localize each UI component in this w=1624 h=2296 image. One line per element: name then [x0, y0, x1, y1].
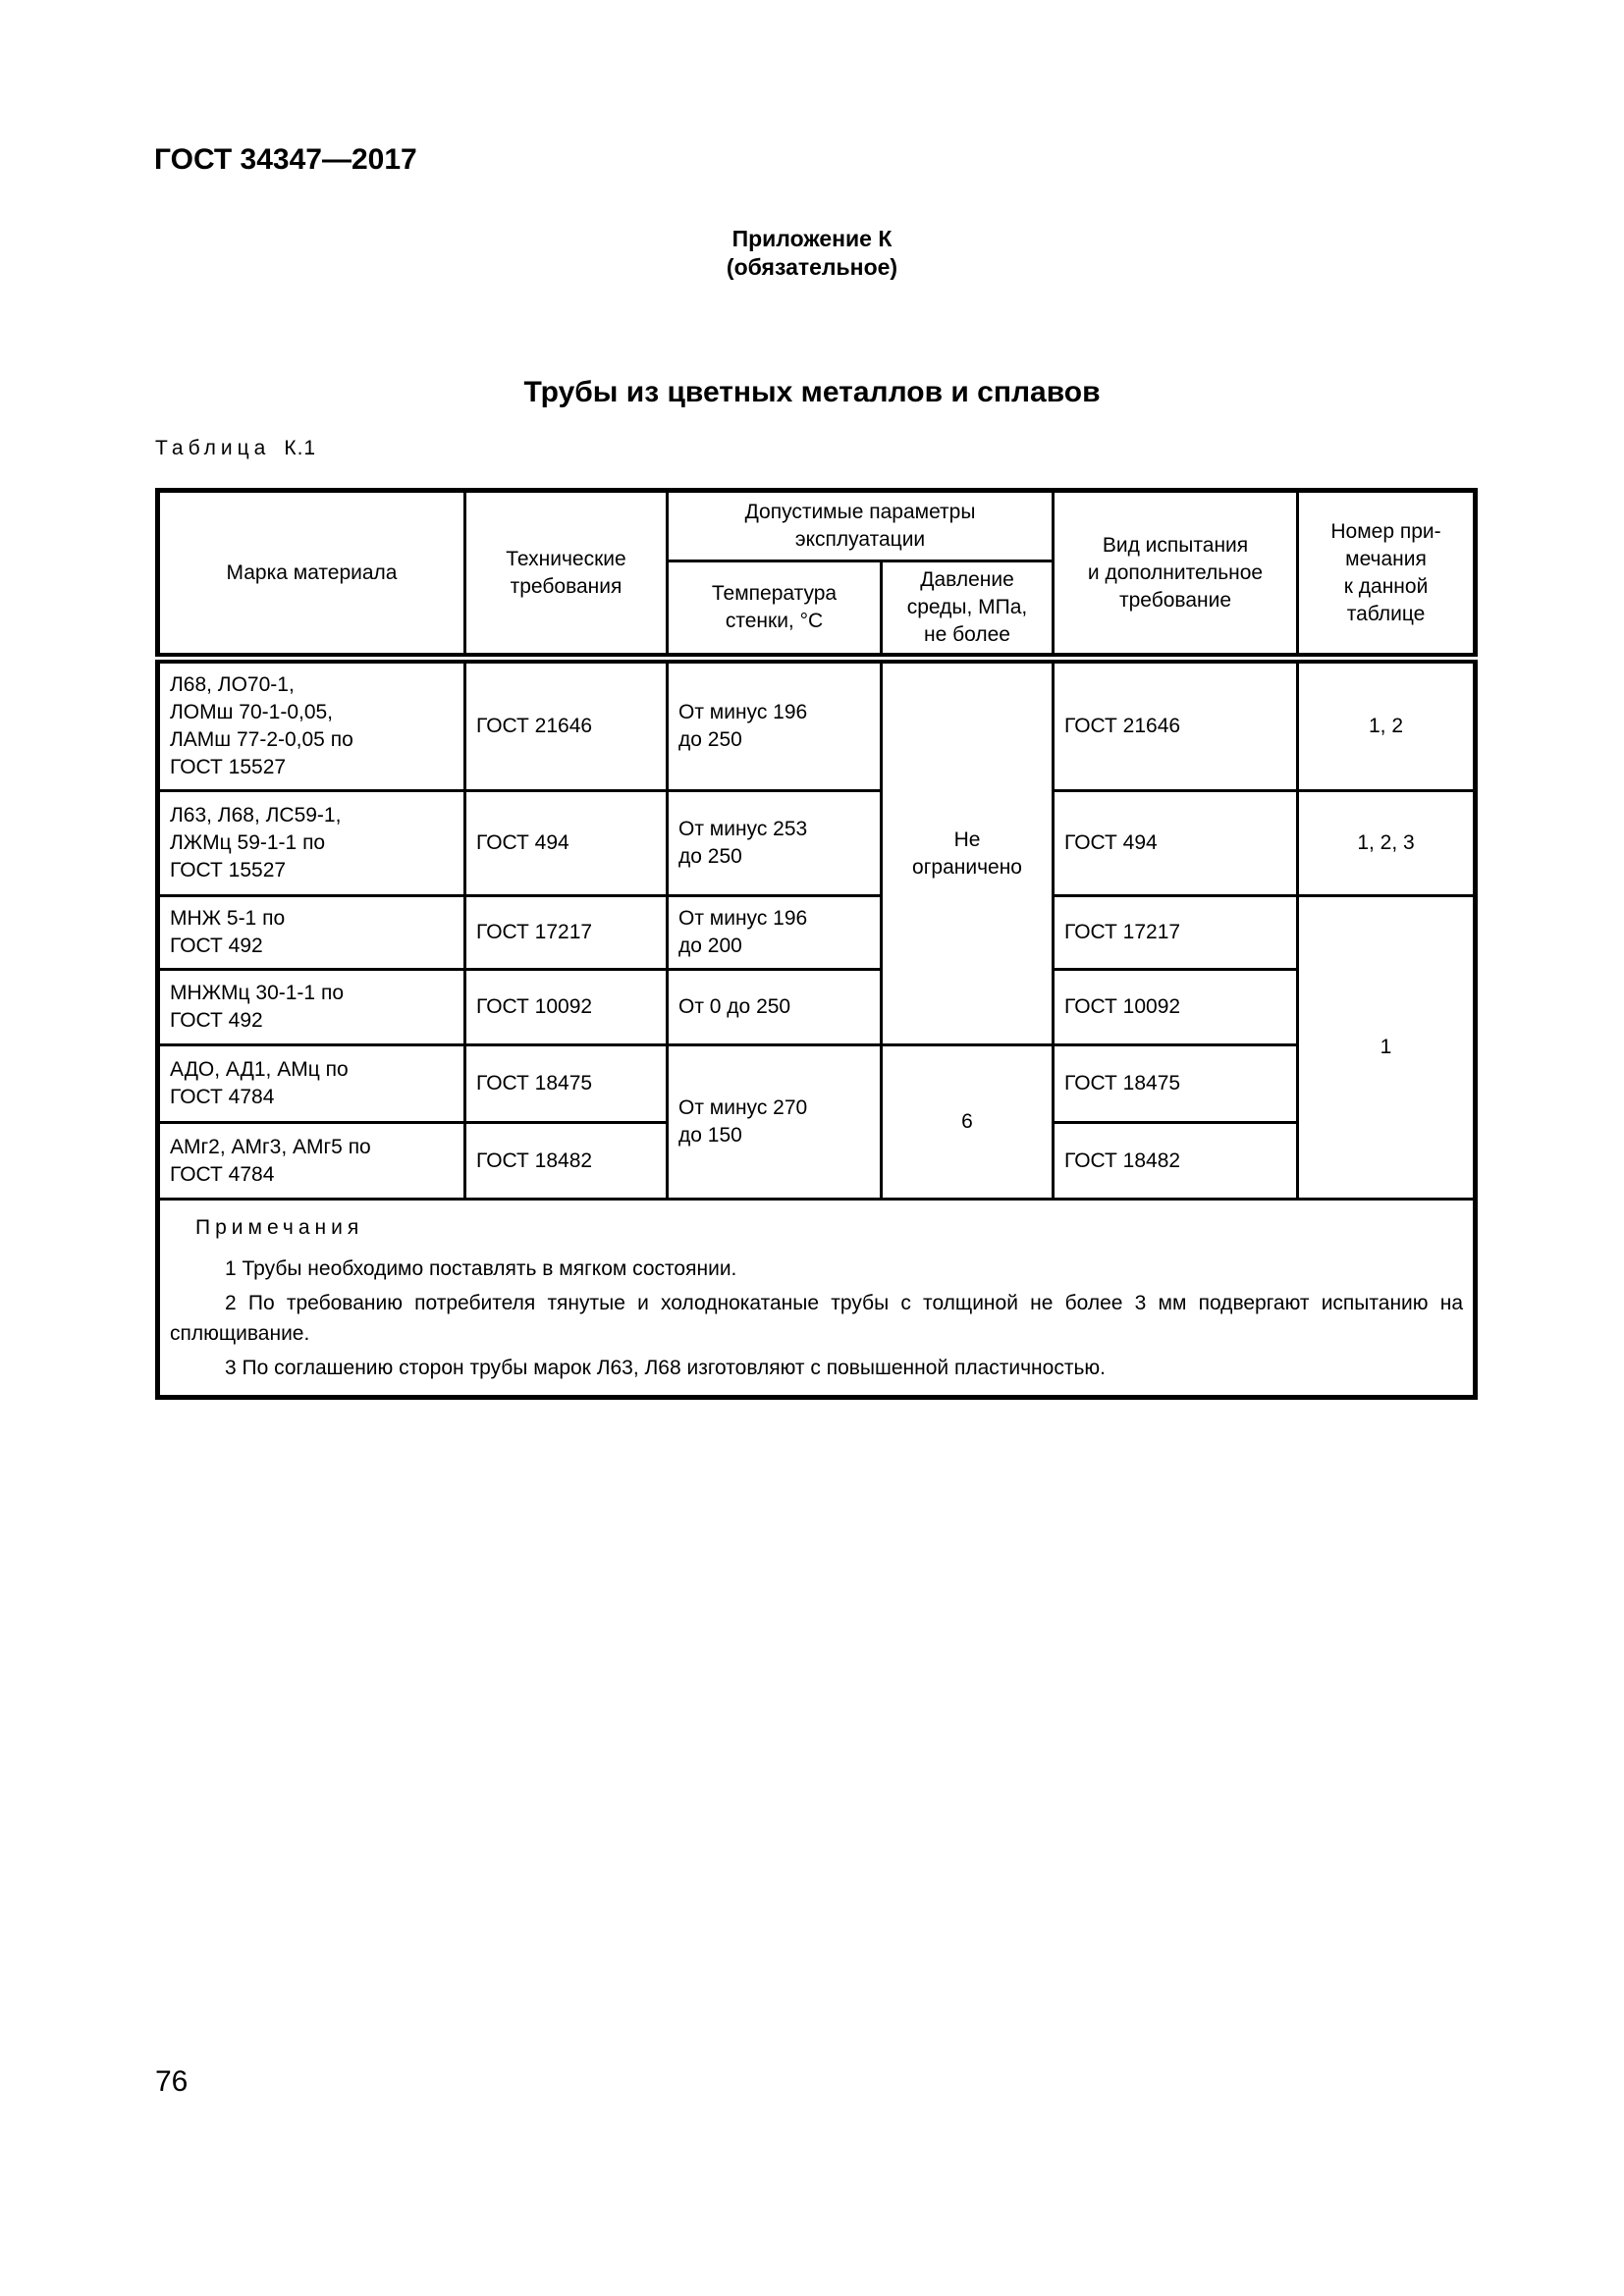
cell-temp-merged: От минус 270 до 150 — [666, 1043, 883, 1201]
notes-heading: Примечания — [195, 1216, 364, 1239]
annex-label: Приложение К — [731, 226, 893, 251]
cell-test-type: ГОСТ 17217 — [1052, 894, 1300, 971]
cell-test-type: ГОСТ 18475 — [1052, 1043, 1300, 1124]
table-body: Л68, ЛО70-1, ЛОМш 70-1-0,05, ЛАМш 77-2-0… — [155, 653, 1478, 1399]
cell-tech-req: ГОСТ 18482 — [463, 1121, 669, 1201]
table-caption-number: К.1 — [284, 437, 317, 459]
cell-material: МНЖ 5-1 по ГОСТ 492 — [156, 894, 466, 971]
header-material: Марка материала — [156, 489, 466, 660]
cell-test-type: ГОСТ 21646 — [1052, 653, 1300, 792]
note-item-3: 3 По соглашению сторон трубы марок Л63, … — [225, 1357, 1106, 1379]
table-row: АМг2, АМг3, АМг5 по ГОСТ 4784 ГОСТ 18482… — [156, 1121, 1476, 1201]
cell-wall-temp: От 0 до 250 — [666, 968, 883, 1046]
cell-tech-req: ГОСТ 21646 — [463, 653, 669, 792]
cell-material: АМг2, АМг3, АМг5 по ГОСТ 4784 — [156, 1121, 466, 1201]
materials-table: Марка материала Технические требования Д… — [155, 488, 1479, 1400]
cell-test-type: ГОСТ 10092 — [1052, 968, 1300, 1046]
cell-material: АДО, АД1, АМц по ГОСТ 4784 — [156, 1043, 466, 1124]
cell-note-number: 1, 2 — [1296, 653, 1478, 792]
table-row: Л63, Л68, ЛС59-1, ЛЖМц 59-1-1 по ГОСТ 15… — [156, 789, 1478, 897]
header-tech-req: Технические требования — [463, 489, 669, 660]
notes-row: Примечания 1 Трубы необходимо поставлять… — [155, 1198, 1478, 1399]
cell-material: Л63, Л68, ЛС59-1, ЛЖМц 59-1-1 по ГОСТ 15… — [156, 789, 466, 897]
cell-wall-temp: От минус 196 до 250 — [666, 653, 883, 792]
cell-wall-temp: От минус 196 до 200 — [666, 894, 883, 971]
header-wall-temp: Температура стенки, °С — [666, 560, 883, 660]
header-note-number: Номер при- мечания к данной таблице — [1296, 489, 1478, 660]
cell-test-type: ГОСТ 18482 — [1052, 1121, 1300, 1201]
table-row: МНЖМц 30-1-1 по ГОСТ 492 ГОСТ 10092 От 0… — [156, 968, 1476, 1046]
note-item-1: 1 Трубы необходимо поставлять в мягком с… — [225, 1257, 737, 1280]
note-item-2: 2 По требованию потребителя тянутые и хо… — [170, 1292, 1464, 1345]
notes-cell: Примечания 1 Трубы необходимо поставлять… — [155, 1198, 1478, 1399]
cell-note-one: 1 — [1296, 894, 1478, 1201]
page-number: 76 — [155, 2065, 189, 2098]
cell-pressure-unlimited: Не ограничено — [879, 653, 1056, 1046]
cell-tech-req: ГОСТ 10092 — [463, 968, 669, 1046]
table-caption-word: Таблица — [155, 437, 271, 459]
header-test-type: Вид испытания и дополнительное требовани… — [1052, 489, 1300, 660]
table-header: Марка материала Технические требования Д… — [156, 489, 1478, 660]
table-row: АДО, АД1, АМц по ГОСТ 4784 ГОСТ 18475 От… — [156, 1043, 1476, 1201]
cell-test-type: ГОСТ 494 — [1052, 789, 1300, 897]
materials-table-wrap: Марка материала Технические требования Д… — [155, 488, 1479, 1400]
table-row: МНЖ 5-1 по ГОСТ 492 ГОСТ 17217 От минус … — [156, 894, 1478, 1201]
cell-material: МНЖМц 30-1-1 по ГОСТ 492 — [156, 968, 466, 1046]
cell-note-number: 1, 2, 3 — [1296, 789, 1478, 897]
header-operating-params: Допустимые параметры эксплуатации — [665, 489, 1056, 562]
doc-code: ГОСТ 34347—2017 — [154, 143, 417, 176]
cell-tech-req: ГОСТ 18475 — [463, 1043, 669, 1124]
table-row: Л68, ЛО70-1, ЛОМш 70-1-0,05, ЛАМш 77-2-0… — [156, 653, 1478, 1046]
cell-material: Л68, ЛО70-1, ЛОМш 70-1-0,05, ЛАМш 77-2-0… — [156, 653, 466, 792]
page-title: Трубы из цветных металлов и сплавов — [523, 376, 1101, 408]
header-pressure: Давление среды, МПа, не более — [879, 560, 1056, 660]
table-caption: Таблица К.1 — [155, 436, 316, 461]
annex-block: Приложение К (обязательное) — [0, 225, 1624, 282]
annex-kind: (обязательное) — [726, 254, 898, 280]
cell-wall-temp: От минус 253 до 250 — [666, 789, 883, 897]
cell-tech-req: ГОСТ 17217 — [463, 894, 669, 971]
cell-pressure-six: 6 — [879, 1043, 1056, 1201]
cell-tech-req: ГОСТ 494 — [463, 789, 669, 897]
